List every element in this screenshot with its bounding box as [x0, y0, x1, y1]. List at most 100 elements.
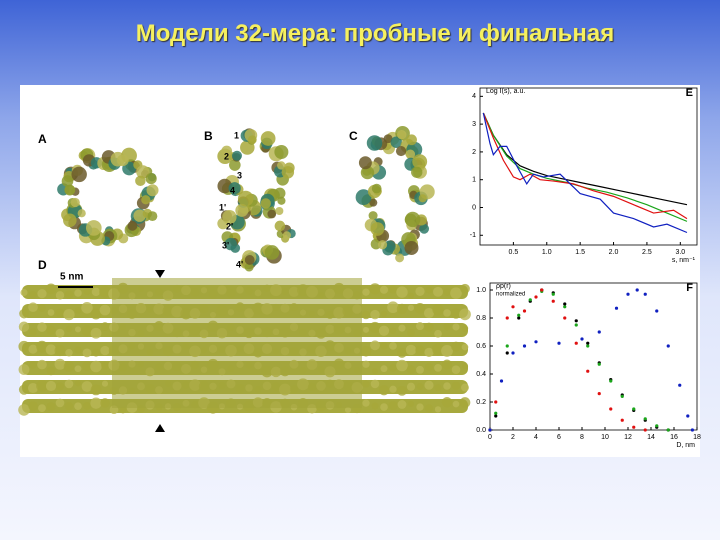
- data-point: [643, 417, 647, 421]
- fibril-texture: [451, 365, 461, 375]
- fibril-texture: [74, 402, 82, 411]
- fibril-texture: [64, 379, 74, 389]
- y-tick-label: 3: [472, 121, 476, 128]
- data-point: [563, 302, 567, 306]
- fibril-texture: [396, 359, 408, 372]
- fibril-texture: [424, 347, 434, 358]
- fibril-texture: [82, 361, 92, 371]
- fibril-texture: [416, 382, 424, 390]
- fibril-texture: [55, 291, 65, 300]
- fibril-texture: [38, 304, 46, 312]
- fibril-texture: [452, 400, 460, 408]
- fibril-texture: [46, 402, 56, 412]
- molecule-blob: [145, 173, 157, 185]
- molecule-blob: [77, 209, 86, 218]
- fibril-texture: [47, 309, 55, 316]
- x-tick-label: 2: [511, 434, 515, 441]
- fibril-texture: [362, 288, 370, 296]
- fibril-texture: [100, 398, 110, 408]
- fibril-texture: [443, 309, 451, 317]
- y-tick-label: -1: [470, 232, 476, 239]
- data-point: [597, 362, 601, 366]
- fibril-texture: [18, 340, 30, 353]
- fibril-texture: [369, 321, 381, 333]
- fibril-texture: [38, 404, 46, 413]
- y-tick-label: 1: [472, 177, 476, 184]
- molecule-blob: [244, 262, 254, 272]
- fibril-texture: [55, 382, 65, 391]
- fibril-texture: [99, 285, 111, 298]
- data-point: [551, 292, 555, 296]
- fibril-texture: [37, 359, 47, 370]
- data-point: [522, 344, 527, 348]
- molecule-blob: [411, 166, 423, 178]
- molecule-blob: [247, 135, 257, 145]
- data-point: [586, 369, 590, 373]
- molecule-blob: [277, 196, 286, 205]
- fibril-texture: [461, 325, 469, 332]
- data-point: [632, 407, 636, 411]
- fibril-texture: [416, 403, 424, 411]
- molecule-blob: [133, 209, 146, 222]
- y-tick-label: 0.6: [476, 343, 486, 350]
- scale-label: 5 nm: [60, 272, 83, 283]
- fibril-texture: [55, 308, 65, 318]
- fibril-texture: [18, 404, 30, 416]
- y-tick-label: 0.2: [476, 399, 486, 406]
- data-point: [505, 316, 509, 320]
- fibril-core: [112, 278, 362, 408]
- fibril-texture: [432, 304, 444, 316]
- fibril-texture: [74, 380, 82, 387]
- fibril-texture: [29, 328, 37, 336]
- fibril-texture: [36, 340, 48, 353]
- data-point: [635, 288, 639, 292]
- fibril-texture: [396, 286, 408, 298]
- chain-label: 1: [234, 130, 239, 140]
- molecule-blob: [260, 131, 276, 146]
- fibril-texture: [37, 289, 47, 299]
- fibril-texture: [443, 288, 451, 296]
- molecule-blob: [222, 209, 237, 225]
- fibril-texture: [90, 327, 102, 339]
- data-point: [678, 383, 682, 387]
- fibril-texture: [81, 325, 93, 337]
- fibril-texture: [371, 368, 379, 375]
- molecule-blob: [217, 178, 233, 194]
- chain-label: 4': [236, 259, 243, 269]
- molecule-blob: [260, 198, 271, 209]
- fibril-texture: [459, 308, 471, 321]
- data-point: [586, 341, 590, 345]
- data-point: [574, 341, 578, 345]
- molecule-blob: [395, 145, 407, 157]
- x-tick-label: 0.5: [509, 249, 519, 256]
- fibril-texture: [361, 310, 371, 320]
- panel-label: E: [686, 87, 693, 99]
- x-tick-label: 3.0: [675, 249, 685, 256]
- fibril-texture: [81, 302, 93, 314]
- fibril-texture: [83, 288, 91, 296]
- fibril-texture: [64, 402, 74, 411]
- panel-label: B: [204, 129, 213, 143]
- fibril-texture: [450, 287, 462, 299]
- x-tick-label: 10: [601, 434, 609, 441]
- molecule-blob: [63, 213, 77, 228]
- fibril-texture: [37, 322, 47, 332]
- fibril-texture: [83, 402, 91, 410]
- fibril-texture: [55, 398, 65, 408]
- molecule-blob: [282, 231, 291, 240]
- fibril-texture: [64, 290, 74, 299]
- x-tick-label: 16: [670, 434, 678, 441]
- molecule-blob: [390, 136, 402, 148]
- data-point: [609, 379, 613, 383]
- panel-label: A: [38, 132, 47, 146]
- fibril-texture: [65, 348, 73, 357]
- fibril-texture: [407, 328, 415, 337]
- y-axis-title: Log I(s), a.u.: [486, 88, 525, 95]
- fibril-texture: [407, 292, 415, 299]
- x-axis-title: s, nm⁻¹: [672, 257, 696, 264]
- molecule-blob: [274, 144, 289, 159]
- data-point: [528, 298, 532, 302]
- fibril-texture: [389, 385, 397, 393]
